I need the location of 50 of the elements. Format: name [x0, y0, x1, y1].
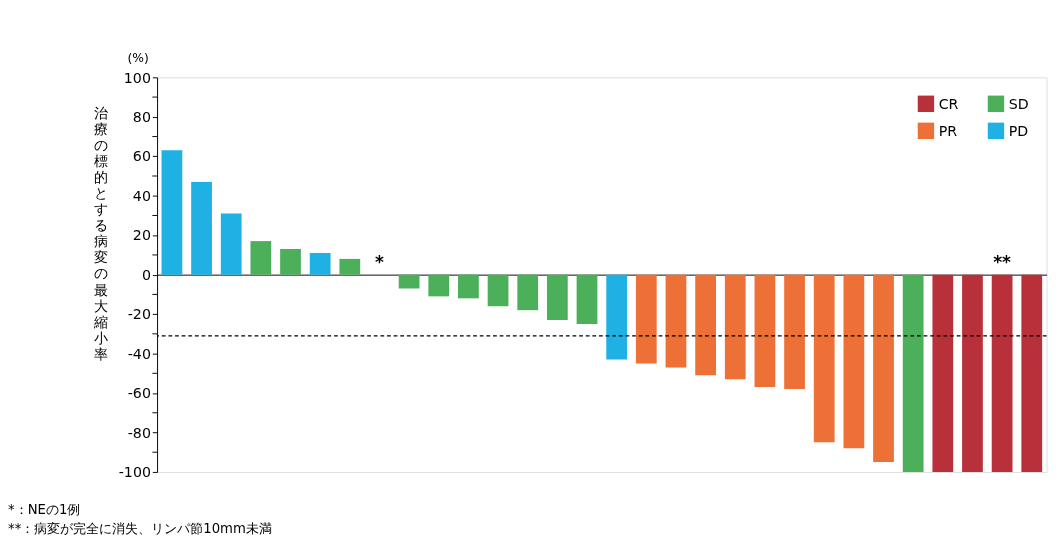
text: (%) [127, 51, 149, 66]
y-tick-label: 60 [132, 148, 151, 165]
y-tick-label: -40 [127, 345, 151, 362]
bar [784, 274, 805, 390]
bar [665, 274, 687, 368]
bar [339, 258, 361, 275]
legend-label: SD [1008, 95, 1029, 112]
bar [962, 274, 983, 472]
annotation: ** [993, 252, 1012, 273]
bar [606, 274, 628, 360]
y-tick-label: -20 [127, 306, 151, 323]
bar [754, 274, 776, 388]
bar [487, 274, 509, 307]
bar [932, 274, 954, 472]
annotation: * [375, 252, 385, 273]
legend-label: PD [1008, 122, 1029, 139]
bar [398, 274, 420, 289]
bar [902, 274, 924, 472]
bar [191, 181, 212, 275]
bar [428, 274, 450, 297]
text: *：NEの1例 [8, 501, 81, 517]
bar [873, 274, 894, 463]
bar [309, 252, 331, 275]
bar [250, 241, 272, 275]
bar [991, 274, 1013, 472]
y-tick-label: -60 [127, 385, 151, 402]
legend-label: PR [938, 122, 958, 139]
y-tick-label: -80 [127, 424, 151, 441]
legend-label: CR [938, 95, 959, 112]
text: **：病変が完全に消失、リンパ節10mm未満 [8, 520, 272, 536]
bar [1021, 274, 1043, 472]
bar [843, 274, 865, 449]
y-tick-label: 80 [132, 109, 151, 126]
bar [635, 274, 657, 364]
bar [546, 274, 568, 321]
y-tick-label: 0 [141, 266, 151, 283]
bar [517, 274, 539, 311]
bar [280, 249, 301, 275]
bar [161, 150, 183, 275]
y-tick-label: 40 [132, 187, 151, 204]
y-tick-label: 20 [132, 227, 151, 244]
bar [576, 274, 598, 324]
bar [220, 213, 242, 275]
bar [724, 274, 746, 380]
bar [695, 274, 716, 376]
bar [813, 274, 835, 443]
bar [458, 274, 479, 299]
text: 治療の標的とする病変の最大縮小率 [93, 104, 108, 362]
y-tick-label: 100 [123, 69, 151, 86]
y-tick-label: -100 [118, 464, 151, 481]
